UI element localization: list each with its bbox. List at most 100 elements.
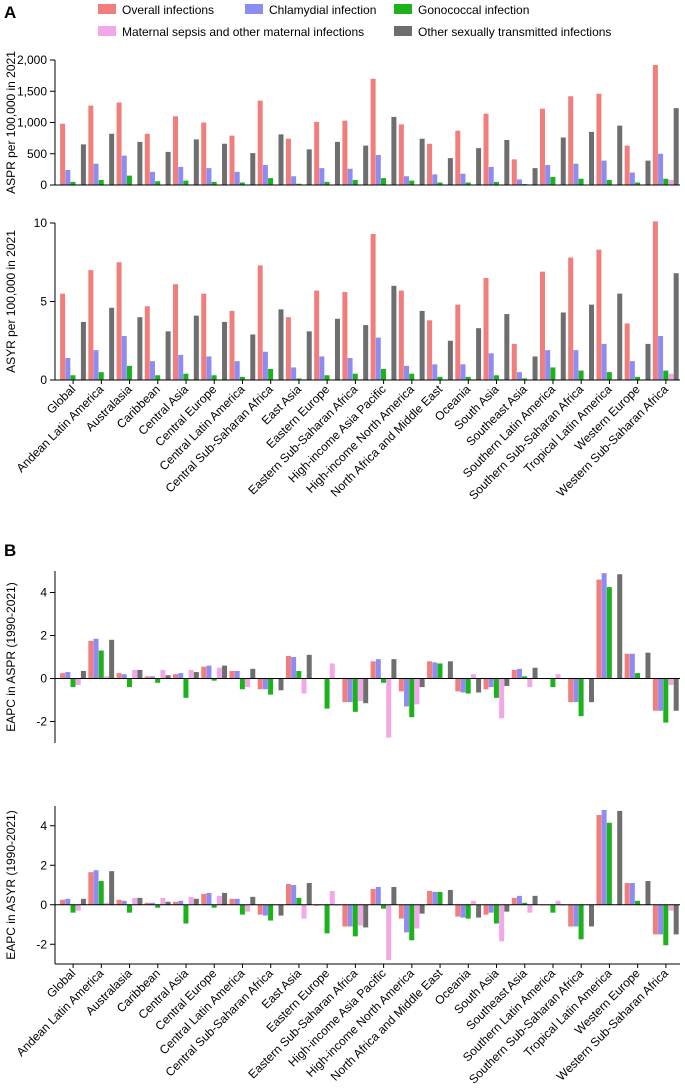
bar-maternal-sepsis-and-other-maternal-infections-southern-latin-america bbox=[555, 900, 561, 905]
bar-other-sexually-transmitted-infections-south-asia bbox=[504, 678, 510, 687]
bar-overall-infections-south-asia bbox=[483, 277, 489, 380]
bar-overall-infections-tropical-latin-america bbox=[596, 93, 602, 185]
bar-chlamydial-infection-central-sub-saharan-africa bbox=[262, 165, 268, 185]
bar-chlamydial-infection-southern-latin-america bbox=[545, 350, 551, 380]
legend-label-overall: Overall infections bbox=[122, 3, 214, 17]
bar-chlamydial-infection-high-income-asia-pacific bbox=[375, 659, 381, 679]
bar-overall-infections-eastern-sub-saharan-africa bbox=[342, 120, 348, 186]
bar-maternal-sepsis-and-other-maternal-infections-high-income-asia-pacific bbox=[386, 904, 392, 961]
bar-other-sexually-transmitted-infections-central-latin-america bbox=[250, 668, 256, 679]
bar-gonococcal-infection-andean-latin-america bbox=[98, 180, 104, 185]
bar-chlamydial-infection-eastern-europe bbox=[319, 356, 325, 380]
bar-chlamydial-infection-central-europe bbox=[206, 665, 212, 679]
bar-overall-infections-oceania bbox=[455, 304, 461, 380]
bar-overall-infections-high-income-north-america bbox=[398, 290, 404, 380]
bar-gonococcal-infection-western-sub-saharan-africa bbox=[663, 178, 669, 185]
bar-maternal-sepsis-and-other-maternal-infections-eastern-sub-saharan-africa bbox=[357, 904, 363, 926]
bar-chlamydial-infection-east-asia bbox=[291, 367, 297, 380]
bar-other-sexually-transmitted-infections-central-asia bbox=[193, 898, 199, 905]
bar-overall-infections-western-europe bbox=[624, 653, 630, 679]
bar-maternal-sepsis-and-other-maternal-infections-southeast-asia bbox=[527, 678, 533, 688]
bar-overall-infections-eastern-sub-saharan-africa bbox=[342, 678, 348, 703]
bar-overall-infections-western-europe bbox=[624, 323, 630, 380]
bar-other-sexually-transmitted-infections-high-income-asia-pacific bbox=[391, 116, 397, 186]
bar-chlamydial-infection-central-europe bbox=[206, 168, 212, 186]
bar-maternal-sepsis-and-other-maternal-infections-global bbox=[75, 678, 81, 685]
bar-overall-infections-southeast-asia bbox=[511, 897, 517, 905]
bar-other-sexually-transmitted-infections-western-sub-saharan-africa bbox=[673, 108, 679, 186]
bar-gonococcal-infection-oceania bbox=[465, 678, 471, 694]
bar-overall-infections-western-europe bbox=[624, 883, 630, 905]
bar-gonococcal-infection-east-asia bbox=[296, 897, 302, 905]
bar-gonococcal-infection-east-asia bbox=[296, 378, 302, 380]
bar-gonococcal-infection-southern-sub-saharan-africa bbox=[578, 678, 584, 717]
bar-other-sexually-transmitted-infections-south-asia bbox=[504, 904, 510, 912]
bar-gonococcal-infection-central-sub-saharan-africa bbox=[268, 678, 274, 695]
bar-other-sexually-transmitted-infections-oceania bbox=[476, 148, 482, 186]
bar-overall-infections-australasia bbox=[116, 673, 122, 679]
bar-maternal-sepsis-and-other-maternal-infections-australasia bbox=[132, 897, 138, 905]
bar-gonococcal-infection-southern-latin-america bbox=[550, 678, 556, 688]
bar-overall-infections-eastern-europe bbox=[314, 290, 320, 380]
bar-chlamydial-infection-central-latin-america bbox=[234, 670, 240, 679]
bar-overall-infections-western-sub-saharan-africa bbox=[652, 904, 658, 935]
bar-chlamydial-infection-australasia bbox=[121, 900, 127, 905]
bar-maternal-sepsis-and-other-maternal-infections-southeast-asia bbox=[527, 904, 533, 913]
bar-gonococcal-infection-central-asia bbox=[183, 678, 189, 698]
bar-chlamydial-infection-southern-latin-america bbox=[545, 165, 551, 185]
bar-gonococcal-infection-global bbox=[70, 904, 76, 913]
bar-gonococcal-infection-south-asia bbox=[493, 181, 499, 186]
bar-overall-infections-caribbean bbox=[144, 902, 150, 905]
bar-gonococcal-infection-tropical-latin-america bbox=[606, 180, 612, 185]
bar-overall-infections-east-asia bbox=[285, 655, 291, 679]
bar-chlamydial-infection-western-europe bbox=[629, 361, 635, 380]
bar-other-sexually-transmitted-infections-global bbox=[80, 898, 86, 905]
bar-gonococcal-infection-east-asia bbox=[296, 670, 302, 679]
bar-overall-infections-south-asia bbox=[483, 904, 489, 915]
bar-overall-infections-southern-latin-america bbox=[539, 271, 545, 380]
bar-gonococcal-infection-central-europe bbox=[211, 678, 217, 681]
bar-other-sexually-transmitted-infections-tropical-latin-america bbox=[617, 810, 623, 905]
bar-maternal-sepsis-and-other-maternal-infections-caribbean bbox=[160, 897, 166, 905]
bar-other-sexually-transmitted-infections-global bbox=[80, 670, 86, 679]
bar-overall-infections-eastern-sub-saharan-africa bbox=[342, 904, 348, 927]
bar-other-sexually-transmitted-infections-southern-sub-saharan-africa bbox=[589, 304, 594, 380]
y-tick-label: 10 bbox=[34, 216, 48, 230]
bar-gonococcal-infection-andean-latin-america bbox=[98, 881, 104, 905]
bar-gonococcal-infection-caribbean bbox=[155, 904, 161, 908]
bar-overall-infections-eastern-sub-saharan-africa bbox=[342, 292, 348, 380]
bar-overall-infections-australasia bbox=[116, 102, 122, 185]
bar-other-sexually-transmitted-infections-southeast-asia bbox=[532, 168, 538, 186]
bar-chlamydial-infection-eastern-sub-saharan-africa bbox=[347, 904, 353, 927]
bar-other-sexually-transmitted-infections-southeast-asia bbox=[532, 895, 538, 905]
bar-chlamydial-infection-southern-sub-saharan-africa bbox=[573, 350, 579, 380]
bar-chlamydial-infection-high-income-north-america bbox=[404, 365, 410, 380]
bar-overall-infections-high-income-asia-pacific bbox=[370, 78, 376, 185]
y-axis-label: ASPR per 100,000 in 2021 bbox=[4, 51, 18, 194]
bar-maternal-sepsis-and-other-maternal-infections-andean-latin-america bbox=[103, 676, 109, 679]
bar-gonococcal-infection-central-sub-saharan-africa bbox=[268, 178, 274, 186]
bar-gonococcal-infection-north-africa-and-middle-east bbox=[437, 891, 443, 905]
bar-other-sexually-transmitted-infections-high-income-north-america bbox=[419, 678, 425, 688]
bar-gonococcal-infection-southern-sub-saharan-africa bbox=[578, 370, 584, 380]
legend-swatch-other bbox=[394, 26, 412, 36]
bar-chlamydial-infection-caribbean bbox=[150, 171, 155, 186]
bar-gonococcal-infection-western-europe bbox=[635, 900, 641, 905]
bar-chlamydial-infection-high-income-north-america bbox=[404, 678, 410, 707]
bar-chlamydial-infection-caribbean bbox=[150, 676, 155, 679]
y-tick-label: -2 bbox=[36, 937, 47, 951]
bar-chlamydial-infection-central-asia bbox=[178, 354, 184, 380]
y-tick-label: 1,000 bbox=[17, 116, 47, 130]
bar-chlamydial-infection-east-asia bbox=[291, 885, 297, 905]
y-tick-label: 2 bbox=[40, 858, 47, 872]
bar-other-sexually-transmitted-infections-western-sub-saharan-africa bbox=[673, 904, 679, 935]
bar-gonococcal-infection-high-income-asia-pacific bbox=[381, 904, 387, 909]
bar-maternal-sepsis-and-other-maternal-infections-eastern-europe bbox=[329, 663, 335, 679]
bar-other-sexually-transmitted-infections-tropical-latin-america bbox=[617, 125, 623, 186]
bar-other-sexually-transmitted-infections-central-europe bbox=[222, 321, 228, 380]
y-tick-label: 2 bbox=[40, 629, 47, 643]
bar-gonococcal-infection-high-income-asia-pacific bbox=[381, 369, 387, 380]
bar-overall-infections-central-asia bbox=[173, 284, 179, 380]
